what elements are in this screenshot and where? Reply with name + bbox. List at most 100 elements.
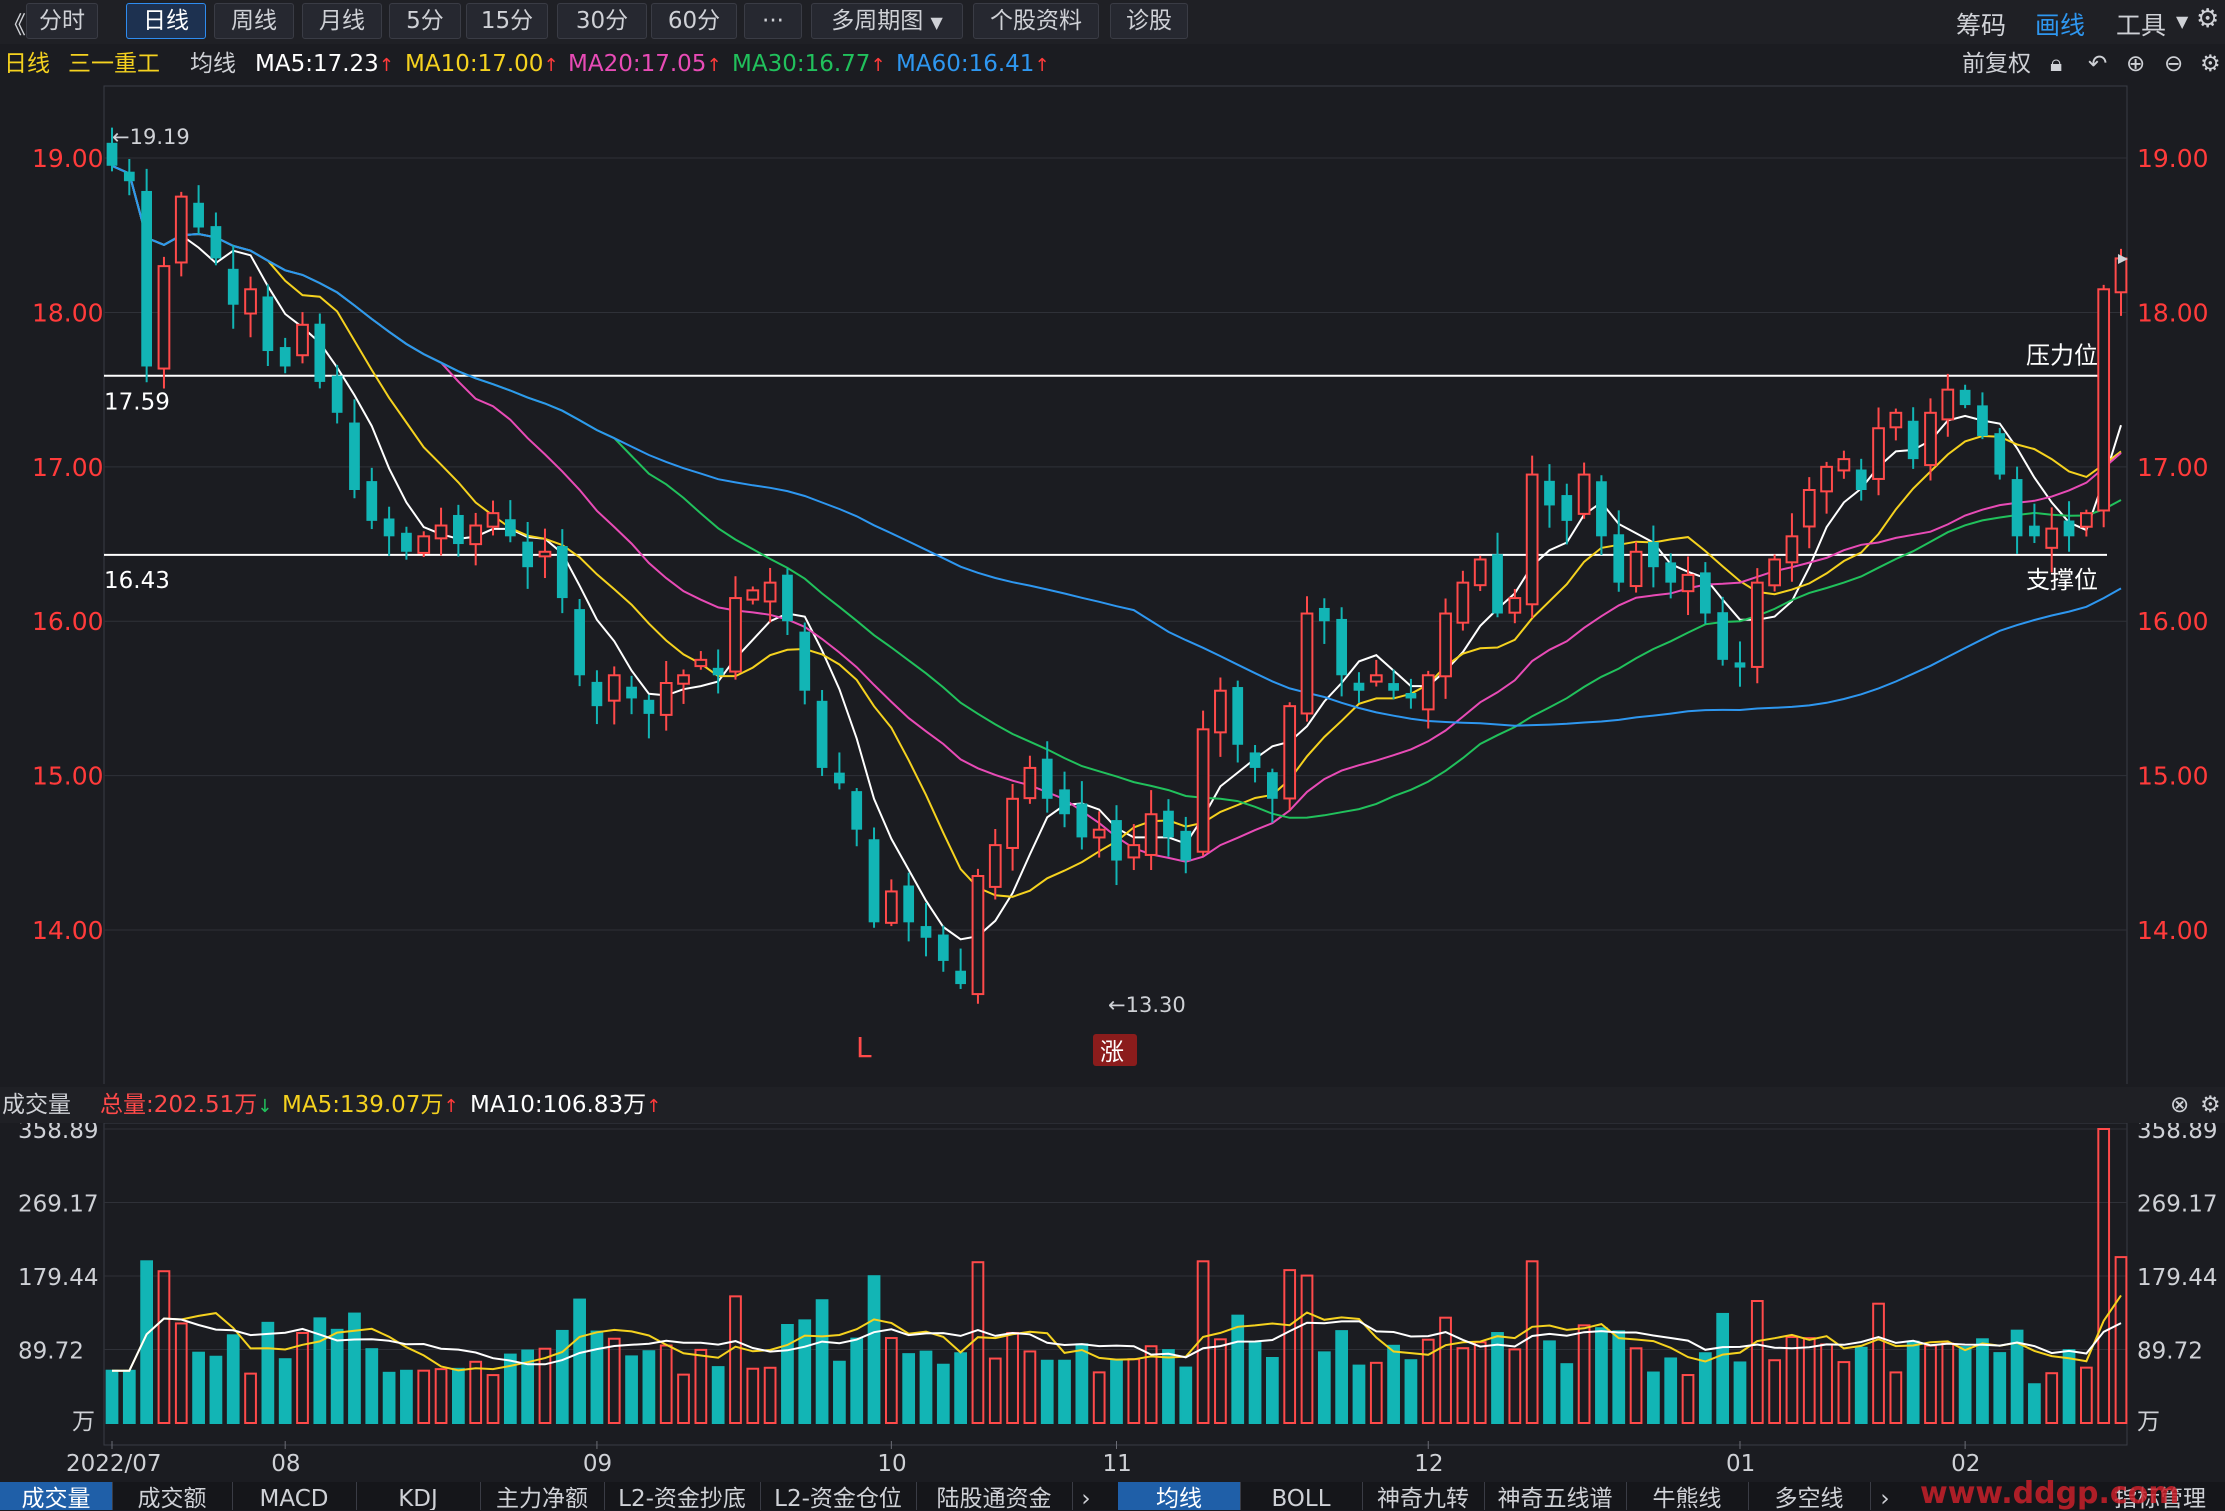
multi-period-dropdown[interactable]: 多周期图 ▼ — [811, 3, 963, 39]
volume-bar — [1508, 1348, 1522, 1424]
volume-bar — [1681, 1374, 1695, 1424]
tab-bull-bear[interactable]: 牛熊线 — [1626, 1482, 1749, 1510]
chevron-right-icon[interactable]: › — [1081, 1486, 1091, 1510]
candle-body — [1855, 469, 1867, 490]
tab-daily[interactable]: 日线 — [126, 3, 206, 39]
candle-body — [2114, 257, 2128, 294]
undo-icon[interactable]: ↶ — [2088, 51, 2108, 77]
candle-body — [971, 875, 985, 996]
tab-l2-bottom[interactable]: L2-资金抄底 — [604, 1482, 761, 1510]
tab-weekly[interactable]: 周线 — [214, 3, 294, 39]
candle-body — [1544, 480, 1555, 506]
tab-60min[interactable]: 60分 — [651, 3, 737, 39]
tab-long-short[interactable]: 多空线 — [1748, 1482, 1871, 1510]
tools-button[interactable]: 工具 — [2116, 11, 2167, 40]
x-tick-label: 08 — [271, 1451, 300, 1477]
candle-body — [1388, 683, 1399, 691]
volume-bar — [642, 1350, 656, 1424]
tab-30min[interactable]: 30分 — [557, 3, 647, 39]
candle-body — [1196, 728, 1210, 853]
volume-bar — [278, 1358, 292, 1424]
zoom-in-icon[interactable]: ⊕ — [2126, 51, 2146, 77]
price-grid — [103, 85, 2128, 1084]
tab-ma[interactable]: 均线 — [1118, 1482, 1241, 1510]
ma-label[interactable]: 均线 — [190, 51, 236, 77]
volume-unit-right: 万 — [2137, 1409, 2160, 1435]
volume-bar — [1421, 1338, 1435, 1424]
candles — [106, 127, 2128, 1004]
profile-button[interactable]: 个股资料 — [973, 3, 1099, 39]
candle-body — [1820, 465, 1833, 493]
candle-body — [851, 791, 863, 830]
y-tick-label-right: 15.00 — [2137, 762, 2209, 791]
stock-name: 三一重工 — [68, 51, 160, 77]
candle-body — [1577, 473, 1591, 515]
candle-body — [1768, 558, 1781, 587]
volume-bar — [1837, 1361, 1851, 1424]
chips-button[interactable]: 筹码 — [1956, 11, 2007, 40]
volume-bar — [452, 1367, 465, 1425]
chevron-down-icon[interactable]: ▼ — [2176, 12, 2189, 31]
tab-magic-nine[interactable]: 神奇九转 — [1362, 1482, 1485, 1510]
candle-body — [816, 700, 828, 768]
more-button[interactable]: ··· — [744, 3, 802, 39]
volume-bar — [1162, 1349, 1175, 1424]
zoom-out-icon[interactable]: ⊖ — [2164, 51, 2184, 77]
volume-bar — [1802, 1337, 1816, 1425]
tab-volume[interactable]: 成交量 — [0, 1482, 113, 1510]
candle-body — [2079, 512, 2093, 528]
candle-body — [591, 681, 603, 707]
volume-chart[interactable]: 358.89 358.89 269.17 269.17 179.44 179.44 89.7… — [0, 1123, 2225, 1482]
tab-5min[interactable]: 5分 — [389, 3, 461, 39]
tab-15min[interactable]: 15分 — [466, 3, 548, 39]
volume-bar — [1664, 1357, 1678, 1424]
back-icon[interactable]: 《 — [2, 11, 26, 39]
volume-bar — [1491, 1332, 1504, 1425]
tab-kdj[interactable]: KDJ — [356, 1482, 481, 1510]
candle-body — [1267, 772, 1278, 799]
tab-monthly[interactable]: 月线 — [302, 3, 382, 39]
chevron-right-icon[interactable]: › — [1880, 1486, 1890, 1510]
tab-l2-position[interactable]: L2-资金仓位 — [760, 1482, 917, 1510]
tab-hk-connect[interactable]: 陆股通资金 — [916, 1482, 1073, 1510]
tab-boll[interactable]: BOLL — [1240, 1482, 1363, 1510]
candle-body — [1232, 687, 1244, 745]
candle-body — [1525, 473, 1539, 606]
candle-body — [141, 190, 153, 367]
settings-icon[interactable]: ⚙ — [2196, 4, 2220, 34]
tab-magic-five[interactable]: 神奇五线谱 — [1484, 1482, 1627, 1510]
candle-body — [607, 674, 621, 702]
candle-body — [1492, 554, 1503, 614]
tab-main-net[interactable]: 主力净额 — [480, 1482, 605, 1510]
tab-turnover[interactable]: 成交额 — [112, 1482, 233, 1510]
candle-body — [1092, 828, 1106, 839]
volume-bar — [659, 1344, 673, 1424]
tab-macd[interactable]: MACD — [232, 1482, 357, 1510]
adjust-dropdown[interactable]: 前复权 — [1962, 51, 2031, 77]
candle-body — [1127, 844, 1141, 859]
support-resistance-lines[interactable] — [104, 374, 2107, 556]
candle-body — [1023, 766, 1037, 800]
candle-body — [1665, 562, 1677, 583]
tab-intraday[interactable]: 分时 — [26, 3, 98, 39]
candle-body — [1717, 612, 1729, 660]
candle-body — [988, 844, 1002, 888]
volume-bar — [174, 1322, 188, 1424]
settings-icon[interactable]: ⚙ — [2200, 1092, 2221, 1118]
resistance-value: 17.59 — [104, 390, 170, 416]
candle-body — [1681, 573, 1695, 593]
volume-bar — [2045, 1372, 2059, 1424]
volume-axis-labels: 358.89 358.89 269.17 269.17 179.44 179.44 89.7… — [18, 1123, 2217, 1477]
lock-icon[interactable]: 🔒︎ — [2050, 51, 2063, 77]
close-icon[interactable]: ⊗ — [2170, 1092, 2190, 1118]
candlestick-chart[interactable]: 19.00 19.00 18.00 18.00 17.00 17.00 16.00 16.00… — [0, 84, 2225, 1084]
volume-bar — [1543, 1340, 1556, 1424]
volume-bar — [1733, 1361, 1747, 1424]
volume-ma10-line — [111, 1317, 2122, 1372]
draw-button[interactable]: 画线 — [2035, 11, 2086, 40]
diagnose-button[interactable]: 诊股 — [1110, 3, 1188, 39]
tab-indicator-manage[interactable]: 指标管理 — [2114, 1486, 2206, 1510]
settings-icon[interactable]: ⚙ — [2200, 51, 2221, 77]
candle-body — [1629, 550, 1643, 588]
volume-bar — [1127, 1358, 1141, 1424]
